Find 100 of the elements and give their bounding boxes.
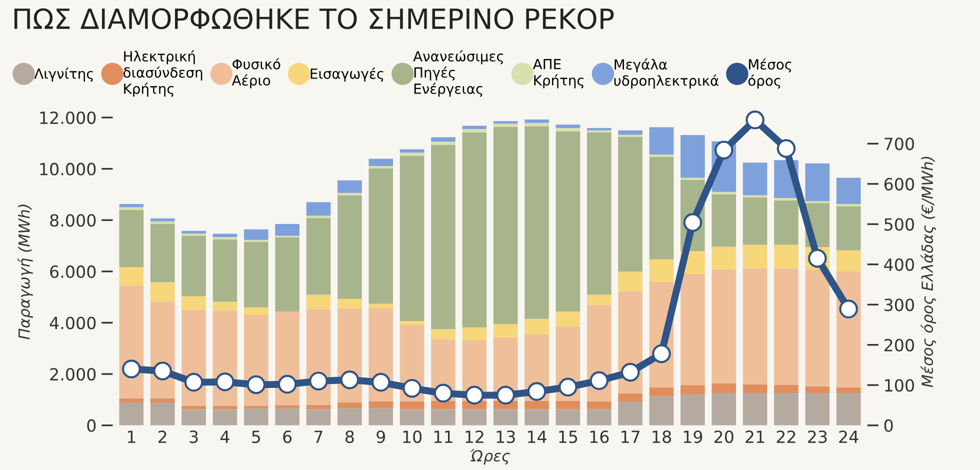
bar <box>556 409 580 426</box>
bar <box>244 229 268 240</box>
chart-title: ΠΩΣ ΔΙΑΜΟΡΦΩΘΗΚΕ ΤΟ ΣΗΜΕΡΙΝΟ ΡΕΚΟΡ <box>14 8 614 30</box>
bar <box>836 387 861 394</box>
point <box>714 140 734 160</box>
bar <box>556 124 580 128</box>
point <box>371 372 390 392</box>
bar <box>774 244 798 268</box>
bar <box>400 320 424 326</box>
bar <box>712 383 736 394</box>
legend-label: Μεγάλα υδροηλεκτρικά <box>614 58 718 89</box>
y-axis-title: Παραγωγή (MWh) <box>17 204 33 340</box>
y-tick-label: 8.000 <box>50 214 96 227</box>
bar <box>742 393 768 426</box>
bar <box>368 168 394 304</box>
point <box>746 110 764 130</box>
bar <box>368 401 394 408</box>
bar <box>400 409 424 426</box>
y-tick-label: 10.000 <box>40 162 96 176</box>
bar <box>493 324 518 338</box>
point <box>246 375 266 394</box>
bar <box>805 163 830 202</box>
y-tick-label: 6.000 <box>50 265 96 278</box>
bar <box>400 401 424 410</box>
bar <box>212 239 238 302</box>
bar <box>431 400 456 410</box>
bar <box>244 242 268 308</box>
y2-tick-label: 0 <box>884 419 893 432</box>
x-tick-label: 15 <box>559 430 578 444</box>
point <box>776 139 796 158</box>
bar <box>712 393 736 426</box>
bar <box>586 132 612 295</box>
x-tick-label: 17 <box>622 430 640 443</box>
bar <box>119 204 144 208</box>
x-tick-label: 7 <box>314 430 322 443</box>
bar <box>182 230 206 234</box>
bar <box>400 156 424 321</box>
y2-tick-label: 700 <box>884 138 914 150</box>
bar <box>338 402 362 408</box>
bar <box>774 393 798 426</box>
bar <box>212 302 238 311</box>
bar <box>306 409 331 426</box>
bar <box>275 408 300 426</box>
bar <box>649 127 674 154</box>
point <box>402 378 422 398</box>
bar <box>712 194 736 247</box>
bar <box>182 236 206 296</box>
bar <box>150 221 175 224</box>
bar <box>212 409 238 426</box>
y-tick-label: 4.000 <box>50 316 96 330</box>
x-tick-label: 23 <box>808 430 827 444</box>
bar <box>212 234 238 238</box>
bar <box>836 250 861 272</box>
bar <box>524 122 549 126</box>
bar <box>462 327 487 340</box>
bar <box>462 129 487 132</box>
point <box>184 372 204 392</box>
bar <box>836 393 861 426</box>
point <box>309 372 328 390</box>
bar <box>774 384 798 394</box>
bar <box>649 154 674 157</box>
y-tick-label: 12.000 <box>40 111 96 124</box>
bar <box>119 398 144 403</box>
bar <box>275 237 300 312</box>
bar <box>524 409 549 426</box>
x-tick-label: 22 <box>776 430 796 443</box>
bar <box>493 121 518 124</box>
x-tick-label: 11 <box>434 430 452 443</box>
bar <box>119 402 144 426</box>
bar <box>556 400 580 410</box>
bar <box>742 268 768 385</box>
bar <box>618 136 642 272</box>
x-tick-label: 19 <box>684 430 702 444</box>
point <box>278 374 297 394</box>
bar <box>586 409 612 426</box>
bar <box>805 270 830 386</box>
bar <box>524 318 549 334</box>
bar <box>150 402 175 426</box>
x-tick-label: 4 <box>220 430 230 443</box>
y2-tick-label: 500 <box>884 218 914 231</box>
bar <box>338 192 362 196</box>
bar <box>586 401 612 410</box>
bar <box>742 198 768 245</box>
bar <box>524 120 549 123</box>
point <box>434 384 453 403</box>
bar <box>618 272 642 292</box>
bar <box>742 195 768 198</box>
bar <box>556 128 580 132</box>
bar <box>680 385 705 395</box>
bar <box>150 282 175 302</box>
bar <box>150 224 175 282</box>
x-tick-label: 16 <box>590 430 609 444</box>
x-tick-label: 24 <box>839 430 858 443</box>
x-tick-label: 20 <box>714 430 734 444</box>
x-tick-label: 5 <box>252 430 260 444</box>
bar <box>680 394 705 426</box>
bar <box>774 268 798 385</box>
bar <box>649 259 674 282</box>
bar <box>368 408 394 426</box>
bar <box>586 294 612 305</box>
